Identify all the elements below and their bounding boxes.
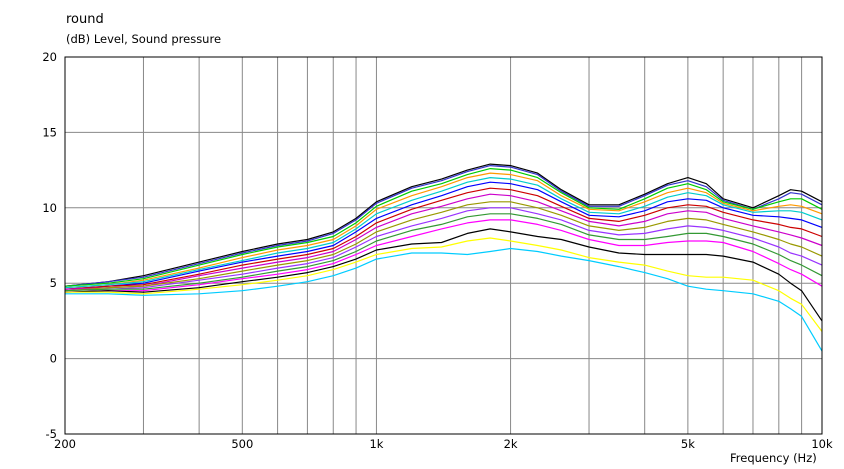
y-axis-label: (dB) Level, Sound pressure	[66, 32, 222, 46]
series-line-3	[64, 168, 823, 287]
series-line-9	[64, 201, 823, 292]
series-line-13	[64, 228, 823, 322]
x-tick-label: 10k	[811, 437, 833, 451]
series-line-7	[64, 187, 823, 290]
series-line-1	[64, 163, 823, 287]
x-tick-label: 1k	[369, 437, 383, 451]
x-tick-label: 5k	[681, 437, 695, 451]
series-line-5	[64, 177, 823, 289]
series-line-12	[64, 219, 823, 293]
y-tick-label: 10	[42, 201, 57, 215]
series-line-11	[64, 213, 823, 292]
y-tick-label: -5	[46, 427, 57, 441]
series-line-6	[64, 181, 823, 290]
x-axis-label: Frequency (Hz)	[730, 451, 817, 465]
y-tick-label: 15	[42, 125, 57, 139]
data-series	[64, 163, 823, 352]
series-line-8	[64, 193, 823, 290]
series-line-14	[65, 237, 823, 332]
series-line-10	[64, 207, 823, 292]
plot-border	[64, 56, 823, 435]
x-tick-label: 200	[54, 437, 76, 451]
y-tick-label: 0	[50, 352, 57, 366]
x-tick-label: 500	[231, 437, 253, 451]
plot-area	[64, 56, 823, 435]
series-line-2	[64, 165, 823, 287]
chart-title: round	[66, 12, 104, 27]
y-tick-label: 5	[50, 276, 57, 290]
series-line-15	[65, 247, 823, 352]
x-tick-label: 2k	[504, 437, 518, 451]
y-tick-label: 20	[42, 50, 57, 64]
tick-labels: -5 0 5 10 15 20 200 500 1k 2k 5k 10k	[42, 50, 833, 451]
series-line-4	[64, 172, 823, 289]
